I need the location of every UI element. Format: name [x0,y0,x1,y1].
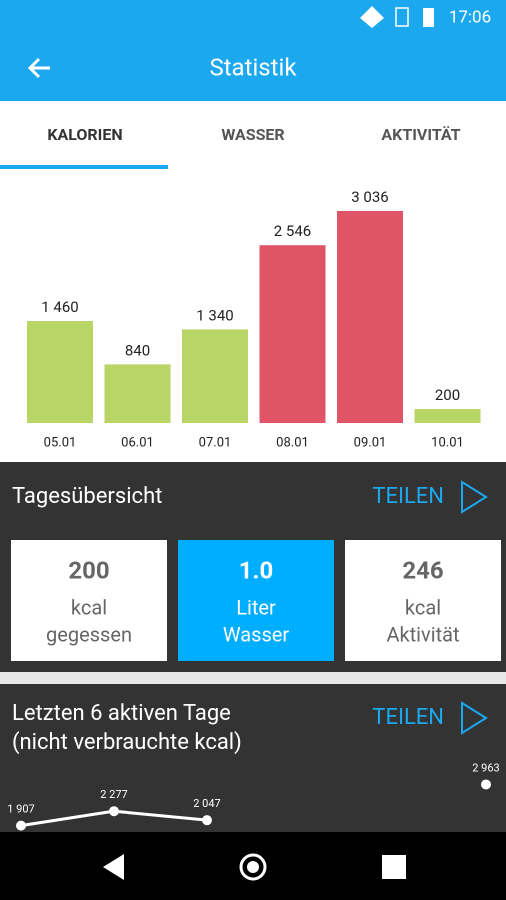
x-tick-label: 08.01 [276,435,309,450]
bar [104,364,171,423]
section-title: Letzten 6 aktiven Tage [12,701,231,726]
section-subtitle: (nicht verbrauchte kcal) [12,730,242,755]
bar-value-label: 1 340 [196,306,233,324]
bar-value-label: 200 [435,386,460,404]
bar [337,211,403,423]
card-label: Wasser [223,622,290,646]
point-label: 1 907 [7,803,34,816]
card-label: gegessen [46,622,132,646]
tab[interactable]: AKTIVITÄT [381,125,460,144]
bar-value-label: 840 [125,341,150,359]
point [481,779,491,790]
card-value: 200 [68,556,109,584]
nav-back[interactable] [103,854,124,880]
bar [182,329,248,423]
point-label: 2 277 [100,788,127,801]
nav-home[interactable] [239,853,267,881]
x-tick-label: 09.01 [354,435,387,450]
last-days-panel [0,684,506,832]
battery-icon [423,8,434,27]
card-label: kcal [71,595,107,619]
nav-recents[interactable] [382,855,406,879]
tab[interactable]: KALORIEN [47,125,122,144]
point [202,815,212,826]
bar-value-label: 1 460 [41,298,78,316]
card-value: 1.0 [239,556,274,584]
point-label: 2 047 [193,797,220,810]
summary-card [11,540,167,661]
card-label: kcal [405,595,441,619]
summary-card [178,540,334,661]
wifi-icon [360,6,384,28]
x-tick-label: 10.01 [431,435,464,450]
point [109,806,119,817]
x-tick-label: 07.01 [199,435,232,450]
clock: 17:06 [449,7,491,27]
summary-card [345,540,501,661]
share-icon[interactable] [461,701,488,735]
signal-icon [395,7,409,27]
card-value: 246 [402,556,443,584]
tab-indicator [0,165,168,169]
app-title: Statistik [209,53,297,81]
share-icon[interactable] [461,480,488,514]
x-tick-label: 05.01 [44,435,77,450]
bar [414,409,481,423]
bar-value-label: 3 036 [351,188,388,206]
x-tick-label: 06.01 [121,435,154,450]
divider [0,672,506,684]
tab[interactable]: WASSER [221,125,284,144]
point-label: 2 963 [472,761,499,774]
back-button[interactable] [27,57,50,79]
nav-home-dot [247,861,259,873]
point [16,820,26,831]
share-button[interactable]: TEILEN [372,484,444,509]
share-button[interactable]: TEILEN [372,705,444,730]
app-header [0,0,506,101]
card-label: Aktivität [386,622,459,646]
bar [27,321,93,423]
bar-value-label: 2 546 [274,222,311,240]
section-title: Tagesübersicht [12,484,162,509]
card-label: Liter [236,595,276,619]
bar [259,245,326,423]
